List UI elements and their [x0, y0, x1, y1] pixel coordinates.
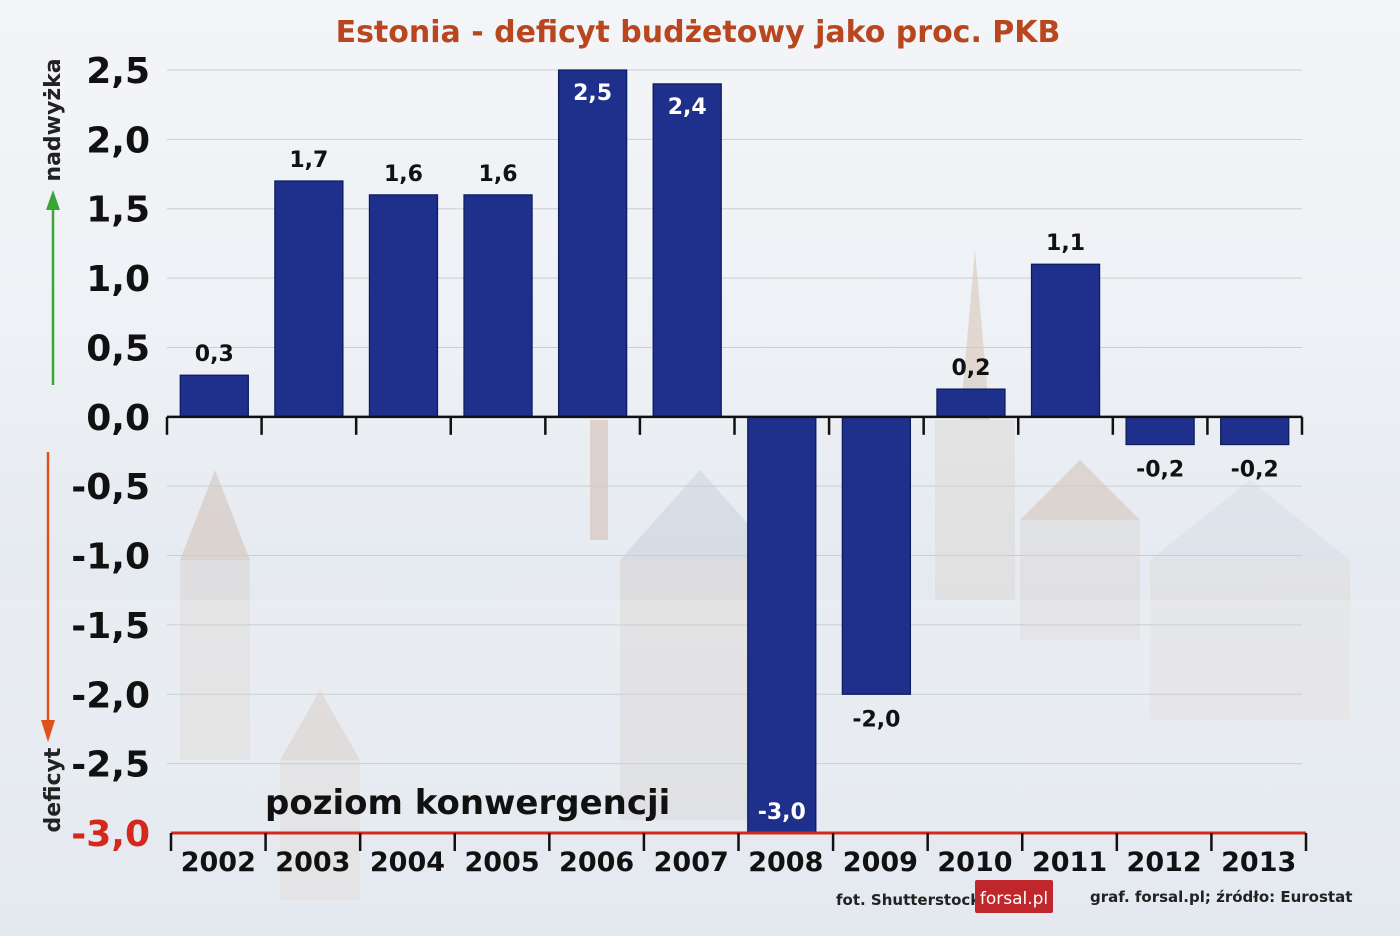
- x-tick-label: 2004: [370, 847, 445, 878]
- data-label: -0,2: [1231, 458, 1279, 483]
- bar-2002: [179, 374, 249, 418]
- y-axis-tick-labels: 2,5 2,0 1,5 1,0 0,5 0,0 -0,5 -1,0 -1,5 -2,0 -2,5 -3…: [71, 51, 150, 855]
- logo-text: forsal.pl: [980, 889, 1048, 909]
- data-label: 0,3: [195, 342, 234, 367]
- convergence-label: poziom konwergencji: [265, 783, 670, 823]
- deficit-arrow-icon: [41, 452, 55, 742]
- data-label: -2,0: [852, 707, 900, 732]
- x-tick-label: 2007: [654, 847, 729, 878]
- y-tick-label: 1,0: [86, 259, 150, 300]
- y-tick-label: -0,5: [71, 467, 150, 508]
- x-axis-tick-labels: 2002 2003 2004 2005 2006 2007 2008 2009 2010 2011…: [181, 847, 1297, 878]
- data-labels: 0,3 1,7 1,6 1,6 2,5 2,4 -3,0 -2,0 0,2 1,1 -0,2 -0,2: [195, 81, 1279, 825]
- bar-2007: [652, 83, 722, 418]
- bar-2008: [747, 416, 817, 834]
- bar-2003: [274, 180, 344, 418]
- y-tick-label: -1,0: [71, 537, 150, 578]
- bar-2011: [1030, 263, 1101, 418]
- data-label: 1,1: [1046, 231, 1085, 256]
- x-tick-label: 2009: [843, 847, 918, 878]
- data-label: 1,6: [479, 162, 518, 187]
- x-tick-label: 2002: [181, 847, 256, 878]
- axes: [165, 415, 1308, 851]
- photo-credit: fot. Shutterstock: [836, 891, 981, 909]
- y-tick-label: 0,5: [86, 328, 150, 369]
- data-label: -0,2: [1136, 458, 1184, 483]
- data-label: -3,0: [758, 800, 806, 825]
- forsal-logo[interactable]: forsal.pl: [975, 880, 1053, 913]
- x-tick-label: 2010: [937, 847, 1012, 878]
- x-tick-label: 2003: [275, 847, 350, 878]
- bars: [179, 69, 1290, 834]
- bar-2009: [841, 416, 912, 695]
- data-label: 2,4: [668, 95, 707, 120]
- x-tick-label: 2006: [559, 847, 634, 878]
- x-tick-label: 2013: [1221, 847, 1296, 878]
- x-tick-label: 2012: [1127, 847, 1202, 878]
- source-credit: graf. forsal.pl; źródło: Eurostat: [1090, 888, 1352, 906]
- y-tick-label: -1,5: [71, 606, 150, 647]
- bar-2012: [1125, 416, 1195, 446]
- deficit-axis-label: deficyt: [41, 747, 66, 832]
- data-label: 1,6: [384, 162, 423, 187]
- x-tick-label: 2005: [464, 847, 539, 878]
- data-label: 2,5: [573, 81, 612, 106]
- chart-title: Estonia - deficyt budżetowy jako proc. P…: [336, 15, 1061, 50]
- y-tick-label: 2,0: [86, 120, 150, 161]
- surplus-arrow-icon: [46, 190, 60, 385]
- gridlines: [167, 69, 1302, 765]
- bar-2013: [1220, 416, 1290, 446]
- y-tick-label: 1,5: [86, 190, 150, 231]
- data-label: 0,2: [951, 356, 990, 381]
- x-tick-label: 2011: [1032, 847, 1107, 878]
- bar-2010: [936, 388, 1006, 418]
- bar-2004: [368, 194, 439, 418]
- y-tick-label: -2,0: [71, 675, 150, 716]
- x-tick-label: 2008: [748, 847, 823, 878]
- y-tick-label: -2,5: [71, 745, 150, 786]
- y-tick-label: 0,0: [86, 398, 150, 439]
- y-tick-label: 2,5: [86, 51, 150, 92]
- bar-2005: [463, 194, 533, 418]
- data-label: 1,7: [289, 148, 328, 173]
- bar-2006: [557, 69, 628, 418]
- surplus-axis-label: nadwyżka: [41, 58, 66, 181]
- y-tick-label: -3,0: [71, 814, 150, 855]
